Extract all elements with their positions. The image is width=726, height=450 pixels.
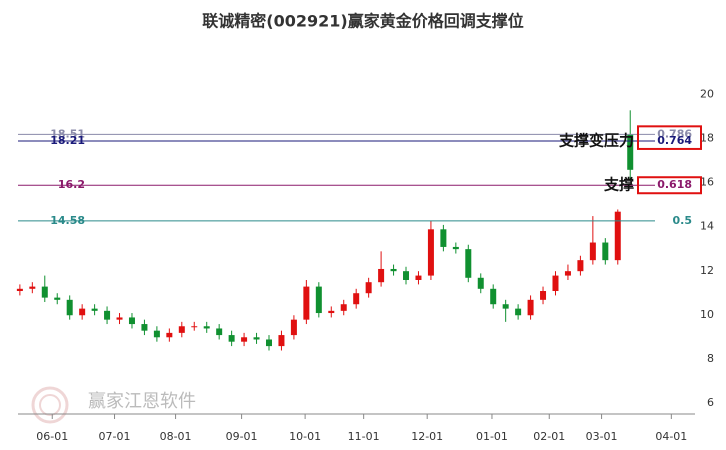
candle-body: [353, 293, 360, 305]
candle-body: [440, 229, 447, 247]
y-tick-label: 10: [700, 308, 714, 321]
candle-body: [614, 211, 621, 261]
candle-body: [403, 271, 410, 280]
candle-body: [278, 335, 285, 347]
candle-body: [203, 326, 210, 329]
y-tick-label: 16: [700, 176, 714, 189]
candle-body: [141, 324, 148, 331]
candle-body: [315, 286, 322, 314]
candle-body: [66, 299, 73, 316]
candle-body: [328, 310, 335, 314]
candle-body: [91, 308, 98, 311]
level-ratio: 0.618: [657, 178, 692, 191]
candle-body: [228, 335, 235, 342]
y-tick-label: 20: [700, 88, 714, 101]
candle-body: [178, 326, 185, 333]
level-price: 18.21: [50, 134, 85, 147]
candle-body: [253, 337, 260, 340]
level-ratio: 0.5: [673, 214, 693, 227]
y-tick-label: 12: [700, 264, 714, 277]
candle-body: [365, 282, 372, 294]
level-price: 18.51: [50, 127, 85, 140]
candle-body: [340, 304, 347, 311]
x-tick-label: 11-01: [348, 430, 380, 443]
level-ratio: 0.764: [657, 134, 692, 147]
annotation: 支撑: [603, 176, 634, 194]
candle-body: [415, 275, 422, 280]
candle-body: [241, 337, 248, 342]
candle-body: [577, 260, 584, 272]
watermark: 赢家江恩软件: [88, 390, 196, 412]
candle-body: [452, 246, 459, 250]
candle-body: [303, 286, 310, 320]
candle-body: [79, 308, 86, 316]
candle-body: [16, 288, 23, 292]
candle-body: [552, 275, 559, 292]
chart-title: 联诚精密(002921)赢家黄金价格回调支撑位: [202, 12, 523, 31]
candle-body: [54, 297, 61, 300]
x-tick-label: 10-01: [289, 430, 321, 443]
candle-body: [515, 308, 522, 316]
candle-body: [191, 326, 198, 328]
y-tick-label: 14: [700, 220, 714, 233]
candle-body: [166, 332, 173, 338]
highlight-box: [637, 125, 702, 150]
level-price: 14.58: [50, 214, 85, 227]
annotation: 支撑变压力: [558, 131, 634, 149]
level-ratio: 0.786: [657, 127, 692, 140]
candle-body: [104, 310, 111, 320]
candle-body: [290, 319, 297, 336]
candle-body: [128, 317, 135, 325]
x-tick-label: 09-01: [226, 430, 258, 443]
y-tick-label: 8: [707, 352, 714, 365]
y-tick-label: 6: [707, 396, 714, 409]
x-tick-label: 12-01: [411, 430, 443, 443]
x-tick-label: 03-01: [586, 430, 618, 443]
candle-body: [116, 317, 123, 320]
candle-body: [564, 271, 571, 276]
candle-body: [527, 299, 534, 316]
candle-body: [602, 242, 609, 261]
x-tick-label: 01-01: [476, 430, 508, 443]
candle-body: [540, 291, 547, 300]
candle-body: [477, 277, 484, 289]
x-tick-label: 07-01: [99, 430, 131, 443]
candle-body: [627, 134, 634, 170]
y-tick-label: 18: [700, 132, 714, 145]
candle-body: [589, 242, 596, 261]
candle-body: [29, 286, 36, 289]
candle-body: [265, 339, 272, 347]
candle-body: [153, 330, 160, 338]
x-tick-label: 08-01: [160, 430, 192, 443]
candle-body: [465, 249, 472, 278]
candle-body: [502, 304, 509, 309]
watermark-logo: [31, 386, 69, 424]
candle-body: [427, 229, 434, 276]
x-tick-label: 04-01: [655, 430, 687, 443]
candle-body: [41, 286, 48, 298]
candle-body: [490, 288, 497, 305]
candle-body: [390, 268, 397, 272]
x-tick-label: 02-01: [533, 430, 565, 443]
highlight-box: [637, 176, 702, 195]
level-price: 16.2: [58, 178, 85, 191]
candle-body: [216, 328, 223, 336]
candle-body: [378, 268, 385, 283]
x-tick-label: 06-01: [36, 430, 68, 443]
